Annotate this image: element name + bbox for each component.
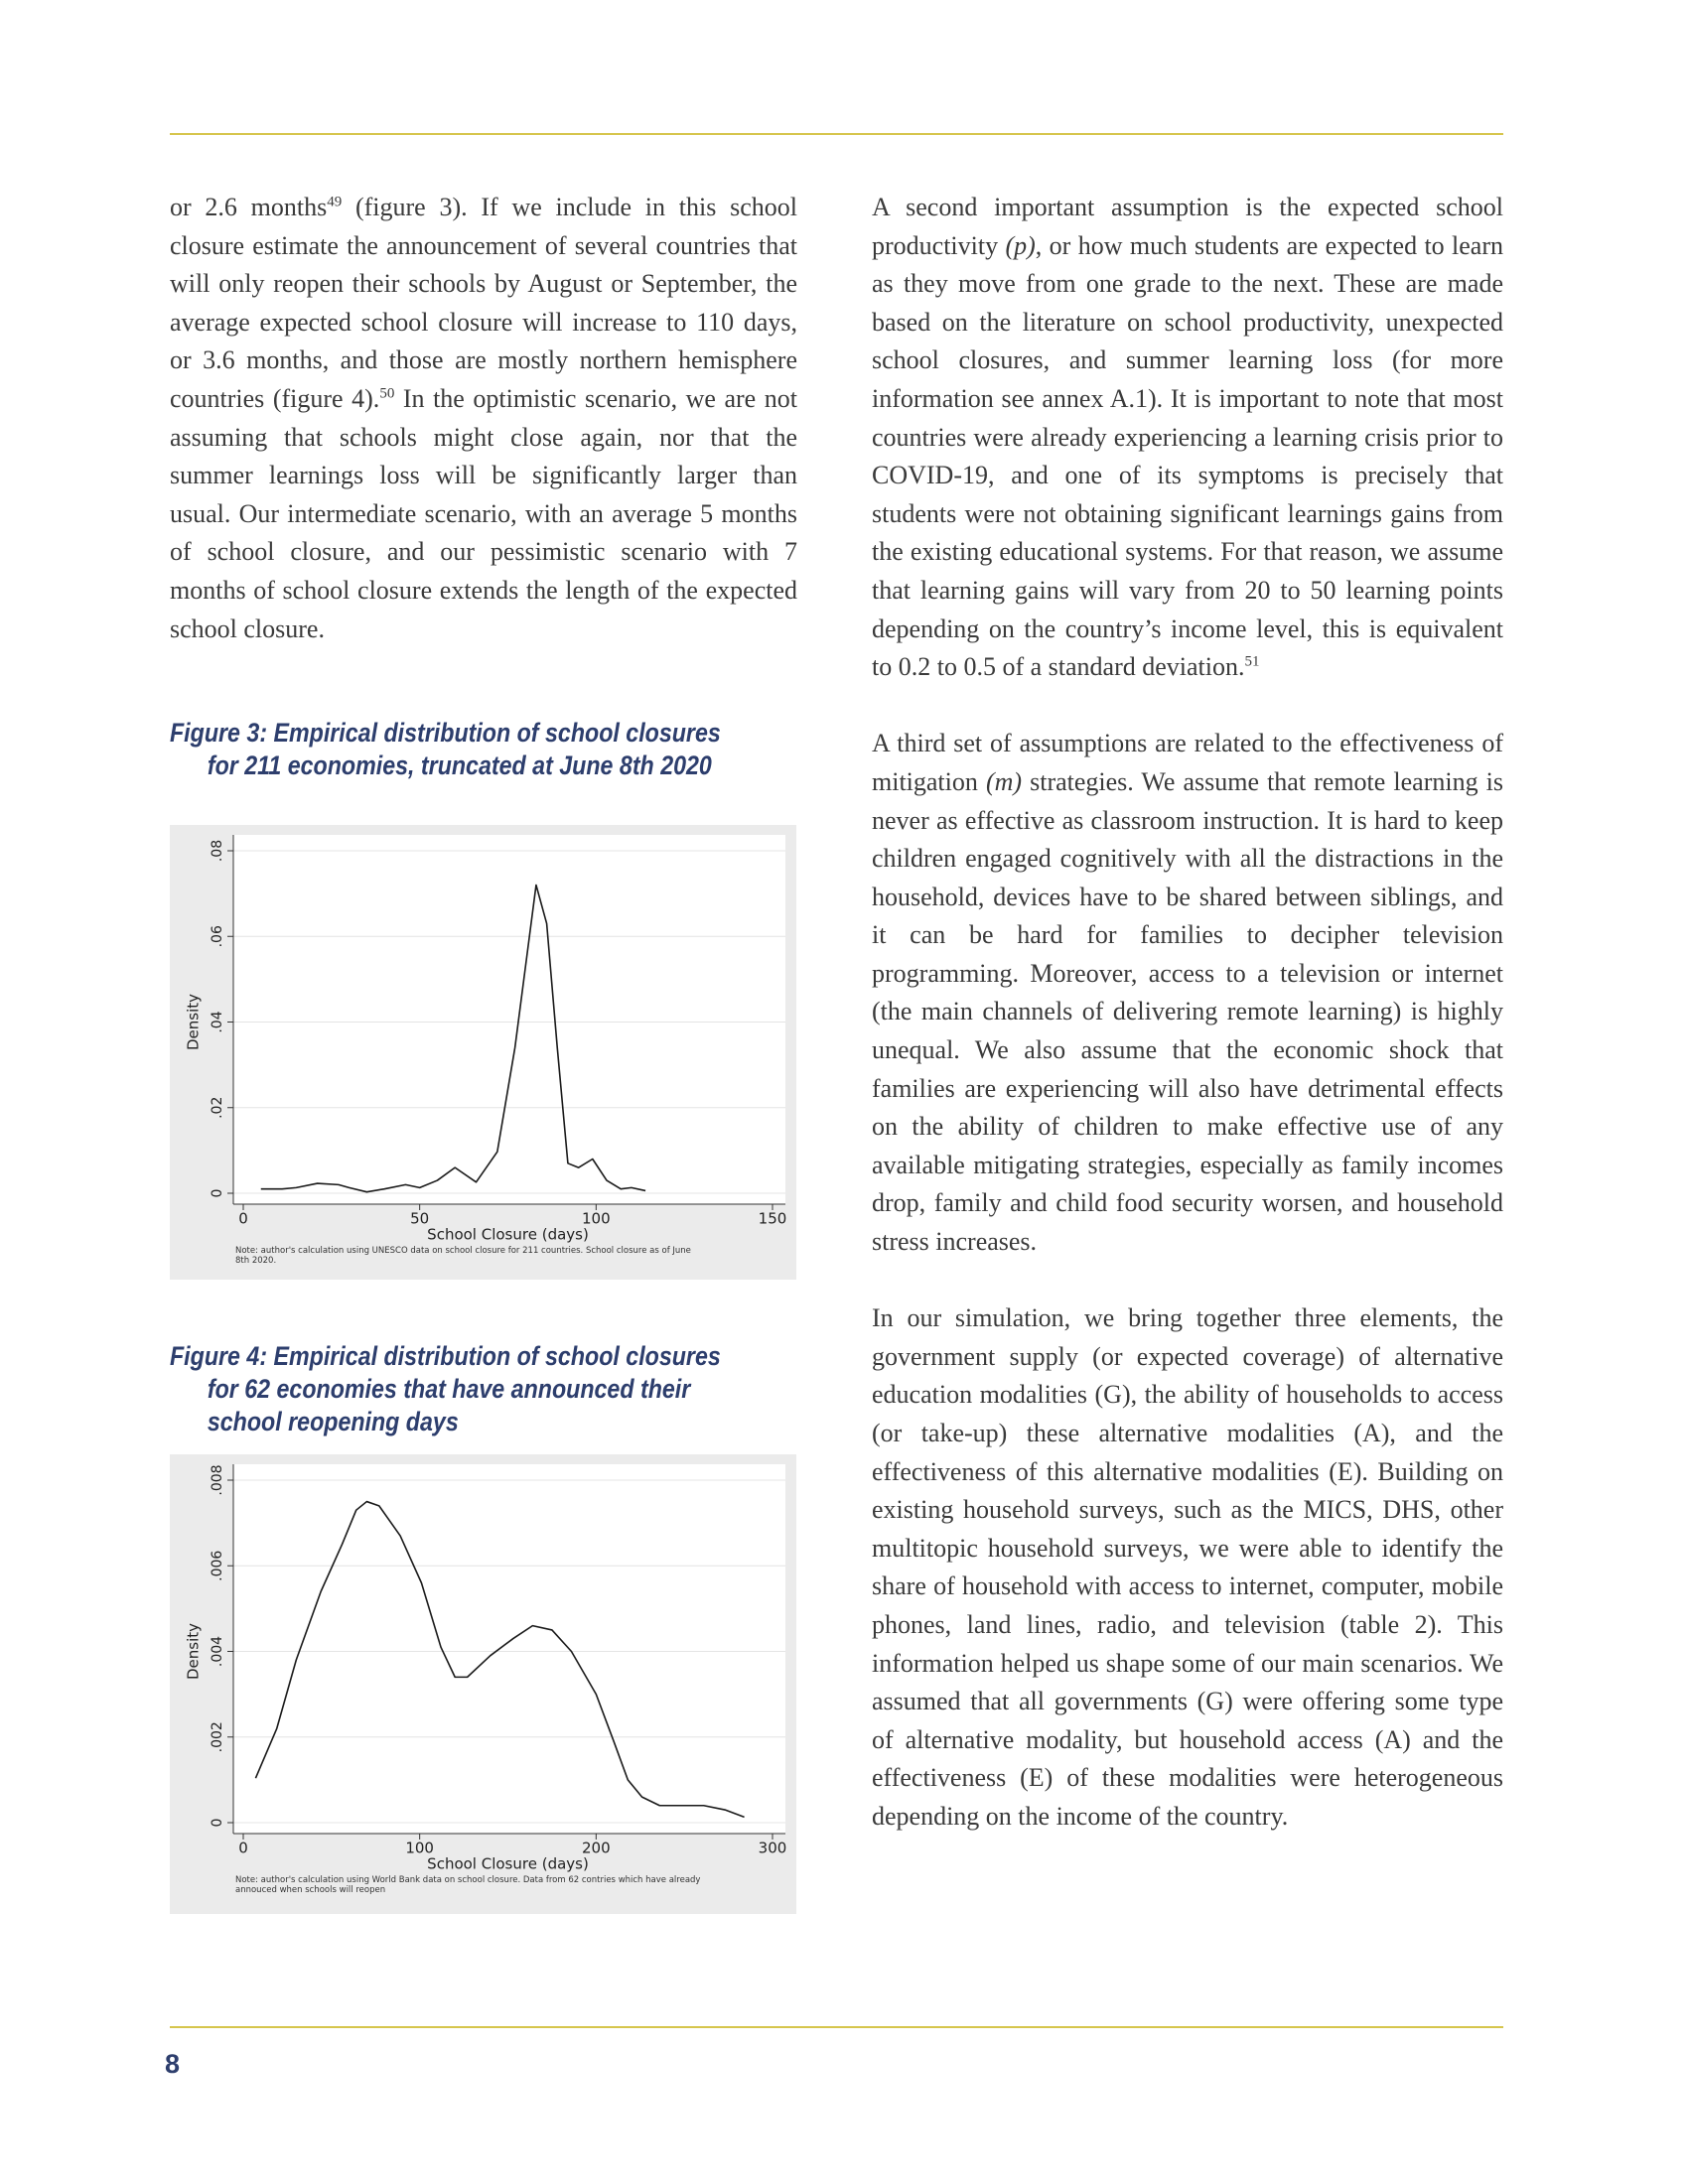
x-axis-title: School Closure (days) (427, 1855, 589, 1873)
y-tick-label: .006 (210, 1551, 225, 1581)
paragraph: or 2.6 months49 (figure 3). If we includ… (170, 189, 797, 648)
y-tick-label: .06 (210, 925, 225, 947)
caption-line: for 211 economies, truncated at June 8th… (207, 751, 712, 780)
italic-text: (m) (985, 766, 1023, 796)
text: In the optimistic scenario, we are not a… (170, 383, 797, 643)
density-line (254, 1500, 745, 1819)
right-column: A second important assumption is the exp… (872, 189, 1503, 1874)
x-tick-label: 100 (405, 1840, 434, 1857)
paragraph: A second important assumption is the exp… (872, 189, 1503, 687)
chart: 0 .02 .04 .06 .08 0 50 100 150 School Closure (da… (185, 835, 787, 1244)
text: A second important assumption is the exp… (872, 193, 1503, 260)
x-tick-label: 300 (759, 1840, 787, 1857)
page-number: 8 (165, 2049, 181, 2079)
y-tick-label: .04 (210, 1011, 225, 1032)
footnote-ref: 50 (379, 385, 395, 402)
paragraph: In our simulation, we bring together thr… (872, 1299, 1503, 1836)
caption-line: school reopening days (207, 1407, 459, 1436)
figure-caption: Figure 3: Empirical distribution of scho… (170, 717, 810, 782)
y-tick-label: .008 (210, 1464, 225, 1495)
y-tick-label: .08 (210, 840, 225, 862)
x-axis-title: School Closure (days) (427, 1226, 589, 1244)
y-tick-label: 0 (210, 1189, 225, 1198)
figure-caption: Figure 4: Empirical distribution of scho… (170, 1340, 810, 1438)
x-tick-label: 200 (582, 1840, 611, 1857)
chart-note: Note: author's calculation using UNESCO … (235, 1246, 691, 1266)
text: In our simulation, we bring together thr… (872, 1303, 1503, 1831)
caption-line: Figure 4: Empirical distribution of scho… (170, 1341, 721, 1371)
left-column: or 2.6 months49 (figure 3). If we includ… (170, 189, 797, 687)
bottom-rule (170, 2026, 1503, 2028)
chart: 0 .002 .004 .006 .008 0 100 200 300 School Closur… (185, 1464, 787, 1873)
y-tick-label: .004 (210, 1636, 225, 1667)
figure: 0 .002 .004 .006 .008 0 100 200 300 School Closur… (170, 1454, 796, 1914)
x-tick-label: 0 (238, 1840, 248, 1857)
chart-note: Note: author's calculation using World B… (235, 1875, 701, 1895)
x-tick-label: 0 (238, 1210, 248, 1228)
text: (figure 3). If we include in this school… (170, 193, 797, 413)
text: , or how much students are expected to l… (872, 230, 1503, 682)
plot-area (233, 1464, 785, 1834)
y-tick-label: .02 (210, 1097, 225, 1119)
footnote-ref: 49 (327, 194, 343, 210)
y-tick-label: 0 (210, 1819, 225, 1828)
text: or 2.6 months (170, 193, 328, 221)
x-tick-label: 150 (759, 1210, 787, 1228)
text: strategies. We assume that remote learni… (872, 766, 1503, 1257)
y-tick-label: .002 (210, 1721, 225, 1752)
top-rule (170, 133, 1503, 135)
figure: 0 .02 .04 .06 .08 0 50 100 150 School Closure (da… (170, 825, 796, 1280)
paragraph: A third set of assumptions are related t… (872, 725, 1503, 1261)
y-axis-title: Density (185, 1623, 203, 1680)
x-tick-label: 100 (582, 1210, 611, 1228)
y-axis-title: Density (185, 994, 203, 1050)
caption-line: Figure 3: Empirical distribution of scho… (170, 718, 721, 748)
density-line (260, 884, 646, 1193)
x-tick-label: 50 (410, 1210, 429, 1228)
caption-line: for 62 economies that have announced the… (207, 1374, 691, 1404)
footnote-ref: 51 (1244, 653, 1260, 670)
italic-text: (p) (1005, 230, 1036, 260)
text: A third set of assumptions are related t… (872, 729, 1503, 796)
plot-area (233, 835, 785, 1204)
